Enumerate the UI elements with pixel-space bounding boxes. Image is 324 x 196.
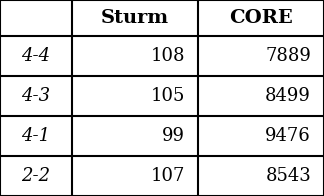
Text: 9476: 9476 (265, 127, 311, 145)
Text: 108: 108 (151, 47, 185, 65)
Text: 107: 107 (151, 167, 185, 185)
Text: 99: 99 (162, 127, 185, 145)
Text: 105: 105 (151, 87, 185, 105)
Text: 8543: 8543 (265, 167, 311, 185)
Text: 4-4: 4-4 (21, 47, 51, 65)
Text: 4-3: 4-3 (21, 87, 51, 105)
Text: 8499: 8499 (265, 87, 311, 105)
Text: 2-2: 2-2 (21, 167, 51, 185)
Text: Sturm: Sturm (101, 9, 169, 27)
Text: 7889: 7889 (265, 47, 311, 65)
Text: CORE: CORE (229, 9, 293, 27)
Text: 4-1: 4-1 (21, 127, 51, 145)
